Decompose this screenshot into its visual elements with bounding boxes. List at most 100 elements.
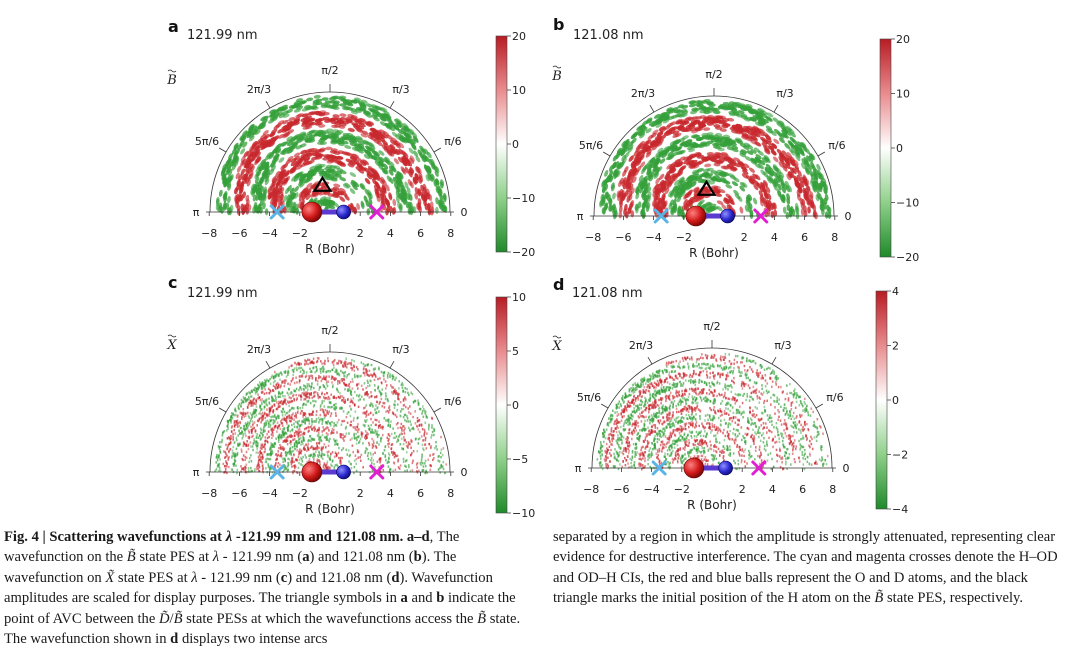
wave-blob (327, 397, 329, 401)
wave-blob (655, 123, 663, 128)
wave-blob (363, 167, 370, 173)
wave-blob (353, 432, 355, 436)
wave-blob (745, 105, 753, 110)
angle-label: π/6 (444, 135, 461, 148)
od-h-ci-cross-stroke (369, 204, 385, 220)
wave-blob (226, 465, 228, 468)
wave-blob (715, 126, 723, 130)
wave-blob (368, 441, 370, 445)
wave-blob (353, 359, 355, 363)
wave-blob (672, 151, 679, 157)
wave-blob (227, 420, 230, 423)
wave-blob (328, 440, 330, 443)
wave-blob (277, 450, 279, 453)
wave-blob (308, 457, 311, 460)
wave-blob (424, 421, 427, 424)
wave-blob (267, 430, 270, 433)
wave-blob (226, 437, 229, 440)
wave-blob (745, 199, 750, 207)
wave-blob (375, 182, 381, 189)
wave-blob (282, 401, 284, 404)
wave-blob (223, 450, 225, 453)
wave-blob (264, 460, 267, 464)
wave-blob (353, 465, 356, 469)
wave-blob (308, 429, 310, 432)
wave-blob (252, 422, 254, 426)
wave-blob (290, 380, 293, 383)
wave-blob (725, 193, 732, 199)
wave-blob (273, 146, 280, 152)
wave-blob (669, 167, 676, 173)
wave-blob (349, 172, 357, 178)
wave-blob (367, 192, 372, 200)
wave-blob (290, 440, 293, 443)
wave-blob (284, 379, 286, 382)
wave-blob (331, 124, 339, 129)
wave-blob (250, 404, 252, 407)
wave-blob (288, 404, 290, 408)
wave-blob (654, 183, 659, 191)
wave-blob (779, 153, 786, 160)
wave-blob (400, 166, 406, 173)
wave-blob (337, 140, 345, 145)
wave-blob (342, 447, 345, 450)
wave-blob (684, 117, 692, 122)
wave-blob (688, 100, 696, 105)
wave-blob (706, 101, 714, 105)
wave-blob (387, 122, 395, 128)
wave-blob (254, 181, 259, 189)
wave-blob (707, 180, 716, 185)
wave-blob (338, 396, 340, 399)
wave-blob (766, 203, 770, 211)
wave-blob (293, 156, 300, 161)
wave-blob (640, 161, 646, 168)
wave-blob (281, 124, 289, 130)
wave-blob (294, 434, 296, 437)
wave-blob (328, 204, 336, 210)
wave-blob (260, 134, 266, 140)
wave-blob (305, 443, 308, 446)
wave-blob (266, 151, 272, 158)
wave-blob (349, 414, 352, 418)
wave-blob (365, 149, 372, 155)
wave-blob (263, 425, 265, 429)
wave-blob (293, 152, 301, 158)
wave-blob (439, 466, 441, 470)
wave-blob (242, 141, 248, 148)
wave-blob (326, 370, 328, 373)
x-tick-label: 2 (357, 227, 364, 240)
wave-blob (337, 119, 345, 124)
wave-blob (336, 421, 339, 424)
wave-blob (295, 441, 298, 445)
colorbar-tick-label: −10 (512, 192, 535, 205)
wave-blob (667, 151, 674, 157)
wave-blob (351, 358, 353, 362)
wave-blob (272, 409, 275, 412)
wave-blob (431, 417, 434, 420)
wave-blob (344, 182, 351, 188)
avc-triangle (312, 175, 333, 192)
wave-blob (339, 188, 346, 193)
wave-blob (368, 396, 371, 399)
wave-blob (354, 108, 362, 113)
wave-blob (743, 163, 750, 169)
wave-blob (410, 446, 412, 449)
angle-label: π (577, 210, 584, 223)
state-tilde (167, 334, 177, 338)
wave-blob (333, 455, 336, 458)
wave-blob (395, 186, 400, 194)
wave-blob (291, 458, 293, 461)
wave-blob (232, 435, 234, 438)
wave-blob (363, 195, 368, 203)
wave-blob (357, 382, 360, 386)
wave-blob (402, 460, 405, 463)
wave-blob (235, 200, 239, 208)
wave-blob (283, 126, 291, 132)
wave-blob (335, 414, 337, 417)
wave-blob (796, 174, 802, 182)
wave-blob (339, 176, 347, 182)
wave-blob (392, 461, 395, 464)
wave-blob (677, 104, 685, 109)
wave-blob (292, 121, 300, 126)
angle-label: 5π/6 (195, 135, 219, 148)
